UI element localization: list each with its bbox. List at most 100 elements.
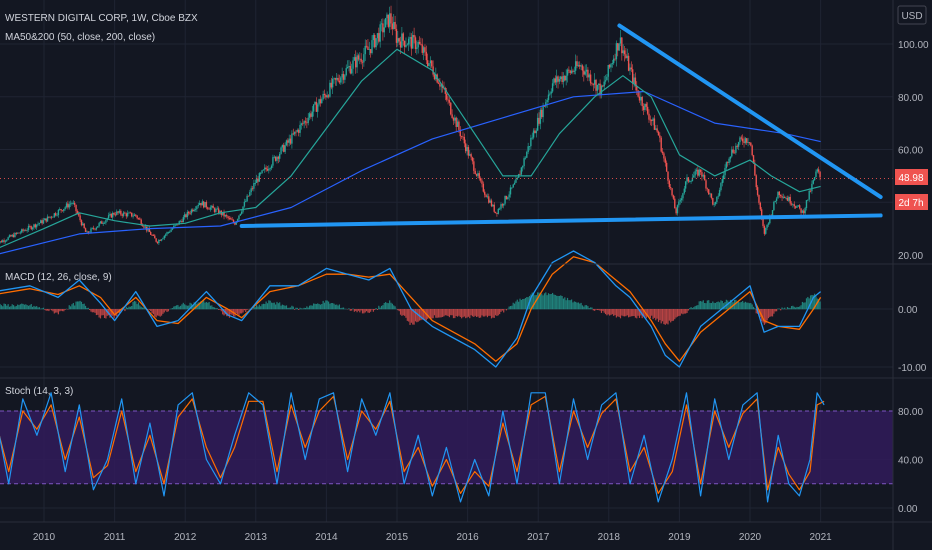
macd-histogram-bar	[710, 303, 713, 310]
macd-histogram-bar	[454, 309, 456, 319]
macd-histogram-bar	[486, 309, 489, 318]
candle-body	[79, 215, 81, 221]
candle-body	[60, 209, 62, 211]
candle-body	[95, 227, 98, 230]
macd-histogram-bar	[550, 293, 552, 310]
macd-histogram-bar	[629, 309, 631, 317]
candle-body	[433, 74, 436, 80]
macd-histogram-bar	[302, 308, 304, 310]
candle-body	[541, 109, 543, 118]
macd-histogram-bar	[619, 309, 622, 319]
candle-body	[137, 218, 140, 219]
candle-body	[270, 165, 273, 169]
macd-histogram-bar	[660, 309, 662, 324]
macd-histogram-bar	[685, 309, 687, 314]
macd-histogram-bar	[91, 309, 93, 313]
macd-histogram-bar	[135, 301, 137, 310]
candle-body	[228, 218, 231, 219]
macd-indicator-label[interactable]: MACD (12, 26, close, 9)	[5, 272, 112, 283]
macd-histogram-bar	[391, 303, 393, 310]
macd-panel[interactable]	[0, 250, 822, 368]
candle-body	[800, 208, 802, 213]
macd-histogram-bar	[364, 309, 366, 313]
macd-histogram-bar	[11, 304, 13, 310]
candle-body	[500, 204, 502, 209]
candle-body	[326, 95, 328, 98]
candle-body	[303, 121, 305, 124]
price-tick-label: 20.00	[898, 251, 923, 262]
countdown-value: 2d 7h	[898, 198, 923, 209]
macd-histogram-bar	[522, 298, 524, 310]
candle-body	[288, 138, 290, 143]
candle-body	[522, 166, 524, 168]
macd-histogram-bar	[127, 307, 129, 310]
macd-histogram-bar	[389, 300, 391, 310]
macd-histogram-bar	[755, 309, 757, 314]
candle-body	[516, 177, 518, 180]
candle-body	[61, 210, 64, 212]
candle-body	[3, 240, 5, 242]
candle-body	[752, 155, 755, 164]
candle-body	[261, 170, 263, 174]
macd-histogram-bar	[384, 302, 387, 310]
candle-body	[278, 153, 281, 159]
candle-body	[668, 180, 671, 188]
candle-body	[484, 191, 486, 195]
candle-body	[397, 38, 399, 43]
macd-histogram-bar	[750, 302, 752, 310]
macd-histogram-bar	[337, 305, 339, 310]
macd-histogram-bar	[383, 302, 385, 310]
stoch-indicator-label[interactable]: Stoch (14, 3, 3)	[5, 386, 73, 397]
macd-histogram-bar	[399, 309, 402, 315]
ma-indicator-label[interactable]: MA50&200 (50, close, 200, close)	[5, 32, 155, 43]
candle-body	[703, 175, 706, 181]
macd-histogram-bar	[584, 305, 586, 310]
candle-body	[99, 221, 102, 224]
candle-body	[219, 210, 221, 214]
macd-histogram-bar	[545, 292, 547, 310]
candle-body	[121, 214, 123, 216]
macd-histogram-bar	[500, 309, 502, 312]
macd-histogram-bar	[736, 301, 738, 310]
macd-histogram-bar	[2, 306, 4, 310]
candle-body	[34, 224, 37, 228]
trendline	[239, 213, 883, 228]
candle-body	[163, 235, 165, 239]
candle-body	[349, 65, 351, 74]
macd-histogram-bar	[325, 300, 327, 310]
candle-body	[596, 84, 599, 91]
candle-body	[649, 119, 652, 121]
candle-body	[428, 63, 430, 67]
candle-body	[456, 121, 459, 127]
candle-body	[41, 220, 43, 224]
candle-body	[212, 205, 214, 209]
candle-body	[815, 171, 817, 178]
macd-histogram-bar	[326, 300, 328, 310]
price-panel[interactable]	[0, 5, 893, 255]
macd-histogram-bar	[754, 308, 756, 310]
macd-histogram-bar	[22, 303, 24, 310]
candle-body	[102, 223, 104, 225]
macd-histogram-bar	[84, 305, 87, 310]
stoch-panel[interactable]	[0, 392, 825, 503]
candle-body	[507, 197, 509, 200]
candle-body	[293, 131, 296, 135]
macd-histogram-bar	[499, 309, 501, 315]
currency-button[interactable]: USD	[897, 5, 927, 25]
candle-body	[737, 142, 740, 147]
macd-histogram-bar	[694, 306, 696, 310]
candle-body	[425, 51, 428, 61]
macd-histogram-bar	[10, 306, 12, 310]
macd-histogram-bar	[539, 294, 541, 310]
candle-body	[766, 224, 768, 228]
candle-body	[471, 157, 474, 162]
candle-body	[209, 207, 212, 210]
candle-body	[101, 221, 103, 224]
macd-histogram-bar	[569, 300, 571, 310]
macd-histogram-bar	[728, 301, 730, 310]
macd-histogram-bar	[284, 305, 286, 310]
time-tick-label: 2011	[104, 532, 126, 543]
macd-histogram-bar	[758, 309, 760, 316]
candle-body	[344, 75, 346, 80]
